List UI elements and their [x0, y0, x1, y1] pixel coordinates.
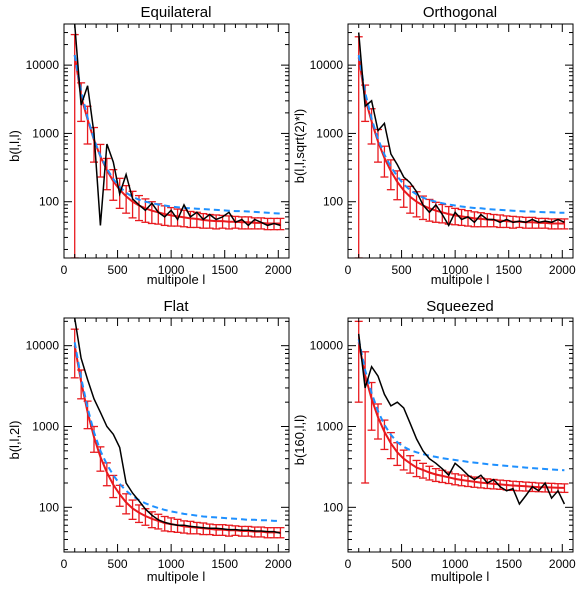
plot-area	[354, 320, 569, 506]
plot-area	[354, 32, 569, 258]
y-tick-label: 100	[39, 195, 59, 209]
x-tick-label: 1000	[158, 557, 185, 571]
y-tick-label: 1000	[316, 419, 343, 433]
series-theory-line	[357, 54, 565, 214]
x-tick-label: 0	[345, 557, 352, 571]
series-data-line	[357, 333, 566, 506]
y-tick-label: 1000	[316, 126, 343, 140]
series-theory-line	[73, 54, 281, 215]
y-axis-label: b(l,l,l)	[7, 130, 22, 162]
y-tick-label: 1000	[32, 419, 59, 433]
y-tick-label: 100	[323, 500, 343, 514]
x-axis-label: multipole l	[431, 272, 490, 287]
plot-frame	[347, 317, 574, 553]
series-theory-line	[357, 339, 565, 472]
x-tick-label: 500	[108, 263, 128, 277]
series-data-line	[73, 24, 281, 227]
y-tick-label: 100	[39, 500, 59, 514]
y-tick-label: 1000	[32, 126, 59, 140]
plot-frame	[63, 23, 290, 259]
y-axis-label: b(160,l,l)	[292, 415, 307, 466]
x-tick-label: 1000	[158, 263, 185, 277]
series-sim-mean-line	[357, 342, 565, 489]
y-tick-label: 10000	[26, 339, 60, 353]
y-tick-label: 100	[323, 195, 343, 209]
plot-frame	[63, 317, 290, 553]
x-tick-label: 2000	[265, 557, 292, 571]
x-tick-label: 0	[61, 263, 68, 277]
x-tick-label: 1500	[495, 557, 522, 571]
series-sim-mean-line	[73, 345, 281, 534]
x-tick-label: 1500	[495, 263, 522, 277]
x-tick-label: 1000	[442, 557, 469, 571]
series-sim-mean-line	[357, 57, 565, 225]
x-tick-label: 1500	[211, 557, 238, 571]
panel-orthogonal: Orthogonal multipole l b(l,l,sqrt(2)*l) …	[292, 4, 576, 287]
x-tick-label: 0	[61, 557, 68, 571]
series-sim-mean-line	[73, 54, 281, 225]
y-axis-label: b(l,l,sqrt(2)*l)	[292, 109, 307, 183]
panel-title: Orthogonal	[423, 4, 497, 21]
plot-area	[70, 24, 285, 258]
plot-area	[70, 318, 285, 539]
x-tick-label: 500	[108, 557, 128, 571]
panel-title: Squeezed	[426, 298, 494, 315]
panel-squeezed: Squeezed multipole l b(160,l,l) 0 500 1000…	[292, 298, 576, 584]
series-data-line	[357, 32, 565, 227]
x-tick-label: 500	[392, 263, 412, 277]
y-tick-label: 10000	[310, 58, 344, 72]
plot-frame	[347, 23, 574, 259]
y-axis-label: b(l,l,2l)	[7, 420, 22, 459]
x-tick-label: 2000	[549, 263, 576, 277]
y-tick-label: 10000	[26, 58, 60, 72]
panel-title: Equilateral	[141, 4, 212, 21]
panel-title: Flat	[163, 298, 189, 315]
panel-flat: Flat multipole l b(l,l,2l) 0 500 1000 1500 2…	[7, 298, 292, 584]
series-theory-line	[73, 342, 281, 522]
x-tick-label: 2000	[265, 263, 292, 277]
x-tick-label: 2000	[549, 557, 576, 571]
x-tick-label: 0	[345, 263, 352, 277]
series-data-line	[73, 318, 281, 534]
x-axis-label: multipole l	[431, 569, 490, 584]
x-tick-label: 1000	[442, 263, 469, 277]
x-tick-label: 1500	[211, 263, 238, 277]
x-axis-label: multipole l	[147, 272, 206, 287]
x-axis-label: multipole l	[147, 569, 206, 584]
x-tick-label: 500	[392, 557, 412, 571]
panel-equilateral: Equilateral multipole l b(l,l,l) 0 500 100…	[7, 4, 292, 287]
y-tick-label: 10000	[310, 339, 344, 353]
